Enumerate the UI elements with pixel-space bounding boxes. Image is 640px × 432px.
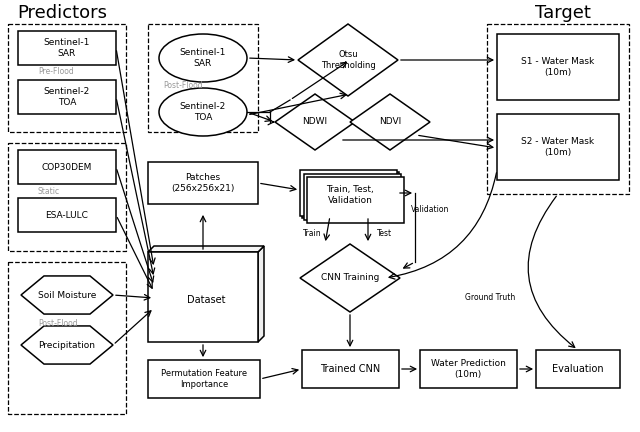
Bar <box>307 177 404 223</box>
Bar <box>8 24 126 132</box>
Text: Validation: Validation <box>411 206 449 215</box>
Bar <box>148 360 260 398</box>
Bar <box>487 24 629 194</box>
Text: Sentinel-1
SAR: Sentinel-1 SAR <box>180 48 226 68</box>
Bar <box>300 170 397 216</box>
Bar <box>18 80 116 114</box>
Text: Ground Truth: Ground Truth <box>465 293 515 302</box>
Text: Soil Moisture: Soil Moisture <box>38 290 96 299</box>
Polygon shape <box>21 326 113 364</box>
Bar <box>497 114 619 180</box>
Text: Sentinel-2
TOA: Sentinel-2 TOA <box>44 87 90 107</box>
Text: ESA-LULC: ESA-LULC <box>45 210 88 219</box>
Text: Target: Target <box>535 4 591 22</box>
Text: Train: Train <box>303 229 321 238</box>
Bar <box>302 172 399 218</box>
Polygon shape <box>350 94 430 150</box>
Bar <box>18 31 116 65</box>
Bar <box>18 150 116 184</box>
Text: S2 - Water Mask
(10m): S2 - Water Mask (10m) <box>522 137 595 157</box>
Bar <box>148 162 258 204</box>
Bar <box>148 24 258 132</box>
Text: CNN Training: CNN Training <box>321 273 379 283</box>
Bar <box>8 262 126 414</box>
Ellipse shape <box>159 88 247 136</box>
Bar <box>420 350 517 388</box>
Bar <box>148 252 258 342</box>
Text: Sentinel-2
TOA: Sentinel-2 TOA <box>180 102 226 122</box>
Text: Trained CNN: Trained CNN <box>320 364 380 374</box>
Text: Precipitation: Precipitation <box>38 340 95 349</box>
Polygon shape <box>275 94 355 150</box>
Text: Evaluation: Evaluation <box>552 364 604 374</box>
Bar <box>497 34 619 100</box>
Text: Sentinel-1
SAR: Sentinel-1 SAR <box>44 38 90 58</box>
Ellipse shape <box>159 34 247 82</box>
Polygon shape <box>300 244 400 312</box>
Polygon shape <box>298 24 398 96</box>
Text: Static: Static <box>38 187 60 196</box>
Bar <box>8 143 126 251</box>
Text: Test: Test <box>378 229 392 238</box>
Text: Dataset: Dataset <box>187 295 225 305</box>
Polygon shape <box>21 276 113 314</box>
Bar <box>18 198 116 232</box>
Text: Post-Flood: Post-Flood <box>163 82 203 90</box>
Text: Train, Test,
Validation: Train, Test, Validation <box>326 185 374 205</box>
Text: NDWI: NDWI <box>303 118 328 127</box>
Bar <box>302 350 399 388</box>
Text: S1 - Water Mask
(10m): S1 - Water Mask (10m) <box>522 57 595 77</box>
Text: Predictors: Predictors <box>17 4 107 22</box>
Text: Post-Flood: Post-Flood <box>38 318 77 327</box>
Bar <box>304 174 401 220</box>
Text: COP30DEM: COP30DEM <box>42 162 92 172</box>
Text: NDVI: NDVI <box>379 118 401 127</box>
Text: Patches
(256x256x21): Patches (256x256x21) <box>172 173 235 193</box>
Polygon shape <box>258 246 264 342</box>
Bar <box>536 350 620 388</box>
Text: Water Prediction
(10m): Water Prediction (10m) <box>431 359 506 379</box>
Text: Pre-Flood: Pre-Flood <box>38 67 74 76</box>
Polygon shape <box>148 246 264 252</box>
Text: Otsu
Thresholding: Otsu Thresholding <box>321 50 376 70</box>
Text: Permutation Feature
Importance: Permutation Feature Importance <box>161 369 247 389</box>
